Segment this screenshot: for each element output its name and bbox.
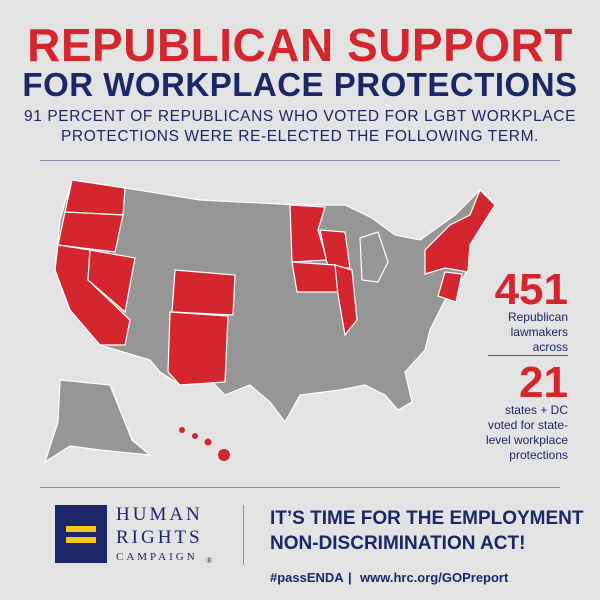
state — [167, 311, 229, 386]
divider — [40, 487, 560, 488]
url: www.hrc.org/GOPreport — [360, 570, 509, 585]
state — [171, 269, 236, 316]
logo-text: HUMAN — [116, 504, 203, 525]
stat-label: across — [532, 340, 568, 354]
stat-divider — [488, 355, 568, 356]
stat-label: protections — [509, 448, 568, 462]
state — [64, 179, 126, 216]
logo-text: CAMPAIGN — [116, 551, 198, 563]
michigan — [359, 231, 389, 283]
state — [424, 188, 496, 275]
stat-label: voted for state- — [487, 418, 568, 432]
state — [57, 211, 124, 253]
registered-mark: ® — [206, 556, 216, 565]
call-to-action: IT’S TIME FOR THE EMPLOYMENT — [270, 508, 584, 529]
stat-number: 21 — [519, 358, 568, 407]
stat-number: 451 — [494, 265, 568, 314]
title: REPUBLICAN SUPPORT — [27, 19, 573, 71]
state — [289, 204, 328, 263]
stat-label: lawmakers — [510, 325, 568, 339]
logo-text: RIGHTS — [116, 527, 203, 548]
title: FOR WORKPLACE PROTECTIONS — [22, 66, 578, 103]
subtitle: PROTECTIONS WERE RE-ELECTED THE FOLLOWIN… — [60, 128, 540, 145]
hrc-logo — [55, 505, 107, 563]
state — [87, 249, 136, 314]
state — [319, 229, 351, 269]
call-to-action: NON-DISCRIMINATION ACT! — [270, 533, 526, 554]
stat-label: states + DC — [504, 403, 568, 417]
state — [437, 271, 463, 303]
state — [334, 264, 358, 337]
hawaii — [179, 427, 230, 461]
separator: | — [348, 570, 352, 585]
subtitle: 91 PERCENT OF REPUBLICANS WHO VOTED FOR … — [23, 108, 577, 125]
stat-label: Republican — [507, 310, 568, 324]
separator — [243, 505, 244, 565]
divider — [40, 160, 560, 161]
hashtag: #passENDA — [270, 570, 344, 585]
alaska — [43, 379, 152, 464]
stat-label: level workplace — [485, 433, 568, 447]
state — [291, 261, 341, 293]
land — [54, 179, 496, 424]
